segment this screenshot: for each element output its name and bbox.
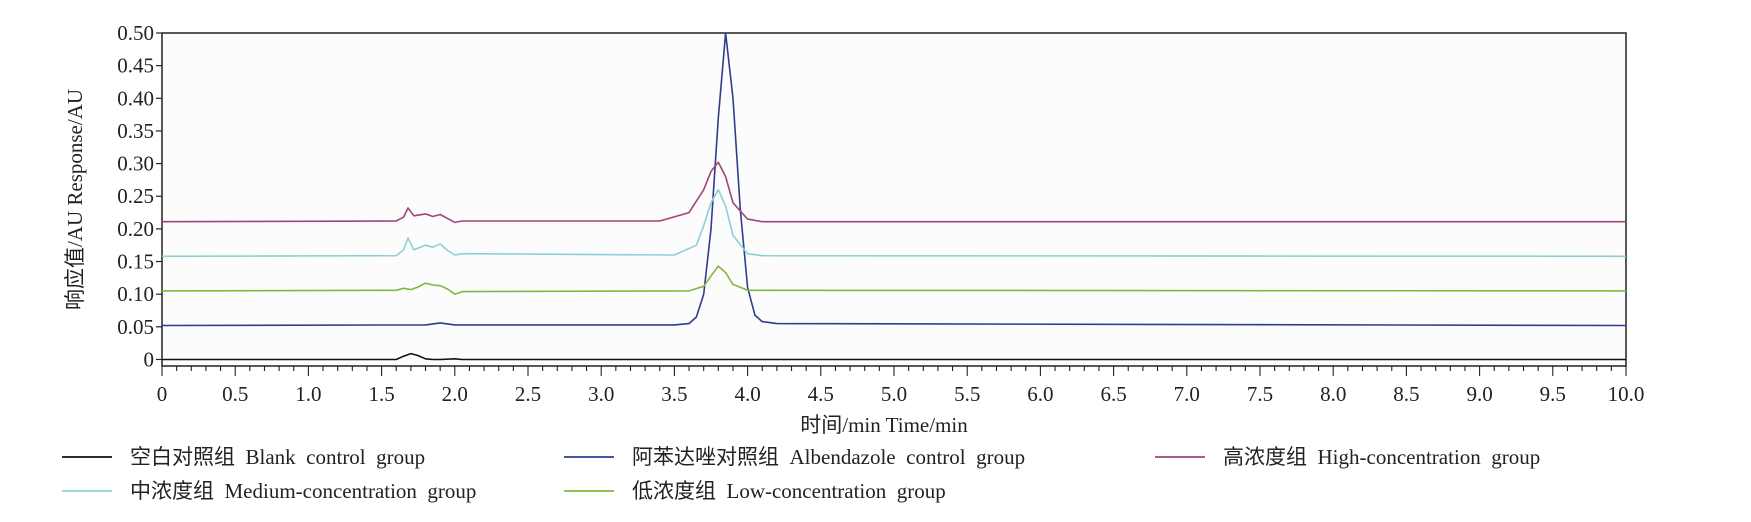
x-tick-label: 9.0 [1466, 382, 1492, 406]
legend-label: 低浓度组 Low-concentration group [632, 479, 946, 503]
series-line-2 [161, 161, 1626, 224]
x-tick-label: 0.5 [222, 382, 248, 406]
x-tick-label: 5.5 [954, 382, 980, 406]
y-tick-label: 0.15 [117, 250, 154, 274]
x-tick-label: 2.0 [442, 382, 468, 406]
legend-label: 中浓度组 Medium-concentration group [130, 479, 476, 503]
x-tick-label: 9.5 [1540, 382, 1566, 406]
x-tick-label: 0 [157, 382, 168, 406]
series-line-3 [161, 188, 1627, 258]
x-tick-label: 7.0 [1174, 382, 1200, 406]
x-axis: 0 0.5 1.0 1.5 2.0 2.5 3.0 3.5 4.0 4.5 5.0 5.5 6.0 6.5… [157, 366, 1645, 406]
legend-label: 阿苯达唑对照组 Albendazole control group [632, 445, 1025, 469]
y-tick-label: 0.40 [117, 86, 154, 110]
x-tick-label: 6.0 [1027, 382, 1053, 406]
y-tick-label: 0.30 [117, 152, 154, 176]
x-tick-label: 3.0 [588, 382, 614, 406]
y-tick-label: 0.25 [117, 184, 154, 208]
x-tick-label: 3.5 [661, 382, 687, 406]
x-tick-label: 10.0 [1608, 382, 1645, 406]
x-tick-label: 1.0 [295, 382, 321, 406]
legend-label: 空白对照组 Blank control group [130, 445, 425, 469]
plot-area [161, 32, 1627, 367]
x-axis-title: 时间/min Time/min [800, 413, 968, 437]
series-line-0 [162, 352, 1626, 361]
y-tick-label: 0.50 [117, 21, 154, 45]
x-tick-label: 4.5 [808, 382, 834, 406]
series-layer [161, 32, 1627, 361]
x-tick-label: 8.5 [1393, 382, 1419, 406]
x-tick-label: 5.0 [881, 382, 907, 406]
y-tick-label: 0.45 [117, 54, 154, 78]
x-tick-label: 2.5 [515, 382, 541, 406]
y-tick-label: 0.35 [117, 119, 154, 143]
x-tick-label: 4.0 [734, 382, 760, 406]
legend: 空白对照组 Blank control group 阿苯达唑对照组 Albenda… [62, 445, 1540, 503]
x-tick-label: 7.5 [1247, 382, 1273, 406]
x-tick-label: 1.5 [368, 382, 394, 406]
x-tick-label: 8.0 [1320, 382, 1346, 406]
series-line-4 [161, 265, 1627, 296]
x-tick-label: 6.5 [1100, 382, 1126, 406]
legend-label: 高浓度组 High-concentration group [1223, 445, 1540, 469]
y-tick-label: 0.20 [117, 217, 154, 241]
y-axis-title: 响应值/AU Response/AU [63, 89, 87, 310]
y-tick-label: 0 [144, 347, 155, 371]
y-tick-label: 0.10 [117, 282, 154, 306]
series-line-1 [161, 32, 1627, 327]
y-axis: 0 0.05 0.10 0.15 0.20 0.25 0.30 0.35 0.40 0.45 0.5… [117, 21, 162, 371]
y-tick-label: 0.05 [117, 315, 154, 339]
